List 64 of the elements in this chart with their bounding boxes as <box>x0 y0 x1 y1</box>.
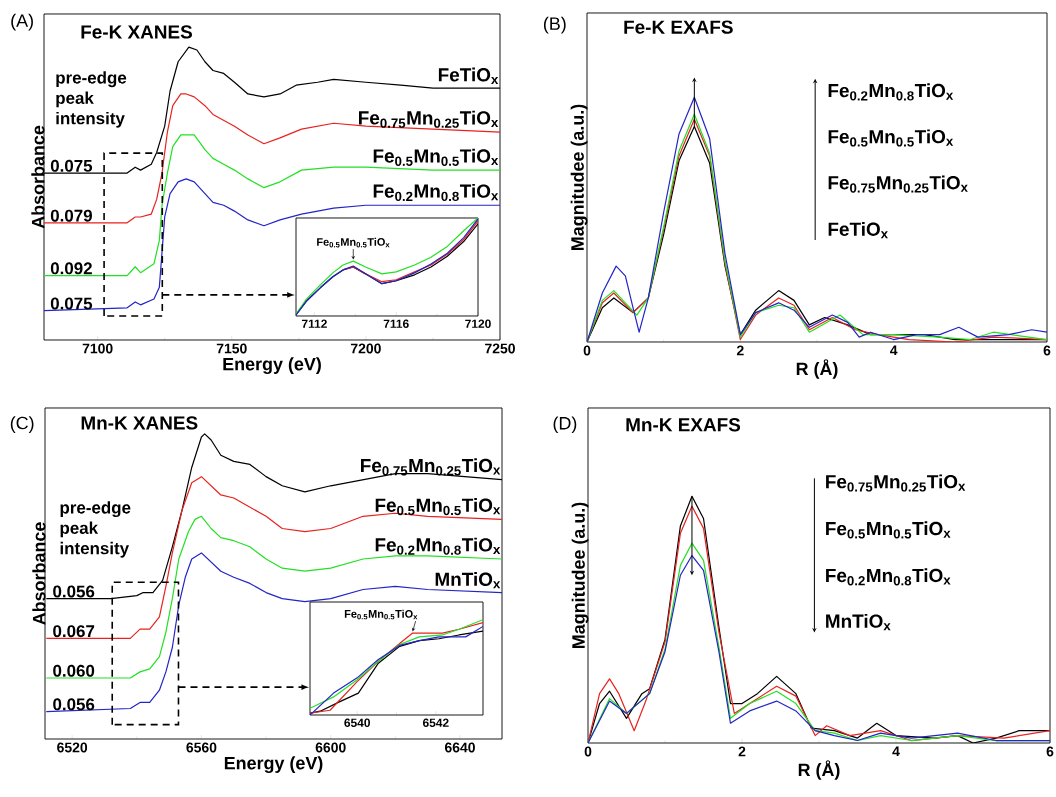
text: (A) <box>11 13 33 31</box>
x-tick-label: 6 <box>1046 746 1054 757</box>
x-tick-label: 6540 <box>344 718 370 727</box>
chart-title: Fe-K XANES <box>81 25 192 39</box>
y-axis-title: Absorbance <box>32 522 46 625</box>
annotation: 0.075 <box>50 297 93 310</box>
y-axis-title: Absorbance <box>31 125 45 229</box>
annotation: 0.075 <box>50 159 93 172</box>
series-label: Fe$_{0.5}$Mn$_{0.5}$TiO$_{x}$ <box>375 497 501 516</box>
annotation: pre-edge peak intensity <box>60 501 131 558</box>
annotation: 0.079 <box>50 209 92 222</box>
x-tick-label: 2 <box>738 746 746 757</box>
series-label: Fe$_{0.2}$Mn$_{0.8}$TiO$_{x}$ <box>375 537 501 555</box>
annotation: Fe$_{0.2}$Mn$_{0.8}$TiO$_{x}$ <box>826 568 951 586</box>
series-label: FeTiO$_{x}$ <box>438 67 499 84</box>
annotation: 0.067 <box>53 625 95 638</box>
x-tick-label: 6542 <box>422 718 449 727</box>
x-tick-label: 7150 <box>216 343 247 354</box>
x-tick-label: 7120 <box>465 319 491 328</box>
annotation: 0.092 <box>50 262 92 275</box>
annotation: Fe$_{0.5}$Mn$_{0.5}$TiO$_{x}$ <box>826 521 951 539</box>
annotation: Fe$_{0.2}$Mn$_{0.8}$TiO$_{x}$ <box>828 83 954 101</box>
annotation: FeTiO$_{x}$ <box>828 221 888 239</box>
x-tick-label: 4 <box>890 345 898 356</box>
x-axis-title: R (Å) <box>796 359 838 379</box>
series-label: Fe$_{0.5}$Mn$_{0.5}$TiO$_{x}$ <box>373 148 499 166</box>
text: (D) <box>553 416 577 434</box>
x-tick-label: 7112 <box>301 319 327 328</box>
x-tick-label: 6560 <box>186 742 217 753</box>
x-tick-label: 6600 <box>315 742 346 753</box>
x-tick-label: 6520 <box>57 742 88 753</box>
chart-title: Mn-K XANES <box>81 416 198 430</box>
x-tick-label: 6 <box>1043 345 1051 356</box>
x-tick-label: 0 <box>583 345 591 356</box>
x-tick-label: 4 <box>892 746 900 757</box>
x-tick-label: 7100 <box>82 343 113 354</box>
text: (B) <box>543 16 566 34</box>
annotation: 0.056 <box>53 698 95 711</box>
series-label: Fe$_{0.75}$Mn$_{0.25}$TiO$_{x}$ <box>359 110 499 128</box>
annotation: 0.056 <box>53 585 95 598</box>
chart-title: Mn-K EXAFS <box>626 418 741 432</box>
x-axis-title: Energy (eV) <box>224 756 323 774</box>
x-axis-title: R (Å) <box>798 760 840 780</box>
series-label: MnTiO$_{x}$ <box>435 572 501 589</box>
x-tick-label: 2 <box>736 345 744 356</box>
x-tick-label: 6640 <box>444 742 475 753</box>
y-axis-title: Magnitudee (a.u.) <box>571 502 589 649</box>
annotation: Fe$_{0.5}$Mn$_{0.5}$TiO$_{x}$ <box>344 609 418 620</box>
x-tick-label: 7250 <box>485 343 515 354</box>
annotation: Fe$_{0.5}$Mn$_{0.5}$TiO$_{x}$ <box>317 237 390 248</box>
x-axis-title: Energy (eV) <box>223 357 321 375</box>
x-tick-label: 7200 <box>350 343 381 354</box>
text: (C) <box>10 416 34 433</box>
annotation: Fe$_{0.75}$Mn$_{0.25}$TiO$_{x}$ <box>828 175 968 193</box>
x-tick-label: 0 <box>584 746 592 757</box>
y-axis-title: Magnitudee (a.u.) <box>570 104 588 251</box>
annotation: pre-edge peak intensity <box>56 71 127 128</box>
text: Fe$_{0.75}$Mn$_{0.25}$TiO$_{x}$ <box>826 474 966 492</box>
annotation: MnTiO$_{x}$ <box>826 613 891 631</box>
x-tick-label: 7116 <box>383 319 409 328</box>
annotation: 0.060 <box>53 664 95 677</box>
chart-title: Fe-K EXAFS <box>624 20 733 34</box>
annotation: Fe$_{0.5}$Mn$_{0.5}$TiO$_{x}$ <box>828 129 954 147</box>
series-label: Fe$_{0.2}$Mn$_{0.8}$TiO$_{x}$ <box>373 183 499 202</box>
